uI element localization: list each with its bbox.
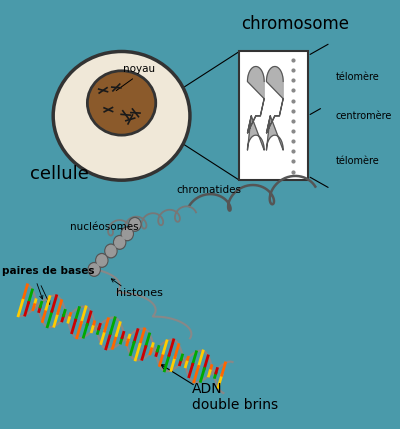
Circle shape (114, 236, 126, 249)
Polygon shape (266, 66, 283, 150)
Ellipse shape (53, 51, 190, 180)
Circle shape (89, 264, 99, 275)
Ellipse shape (87, 71, 156, 135)
Circle shape (115, 237, 125, 248)
Text: nucléosomes: nucléosomes (70, 221, 139, 232)
Text: chromatides: chromatides (177, 184, 242, 195)
Text: histones: histones (116, 287, 163, 298)
Text: ADN
double brins: ADN double brins (192, 382, 278, 412)
Circle shape (129, 218, 141, 231)
Circle shape (105, 244, 117, 258)
Text: télomère: télomère (336, 72, 379, 82)
Text: télomère: télomère (336, 156, 379, 166)
Text: centromère: centromère (336, 111, 392, 121)
Text: chromosome: chromosome (241, 15, 349, 33)
Polygon shape (248, 66, 264, 150)
Circle shape (106, 245, 116, 257)
Text: noyau: noyau (122, 64, 155, 75)
Circle shape (97, 255, 107, 266)
Circle shape (130, 219, 140, 230)
Text: paires de bases: paires de bases (2, 266, 94, 276)
Circle shape (121, 227, 133, 241)
Bar (239, 51, 308, 180)
Circle shape (122, 228, 132, 239)
Circle shape (88, 263, 100, 276)
Text: cellule: cellule (30, 165, 89, 183)
Circle shape (96, 254, 108, 267)
